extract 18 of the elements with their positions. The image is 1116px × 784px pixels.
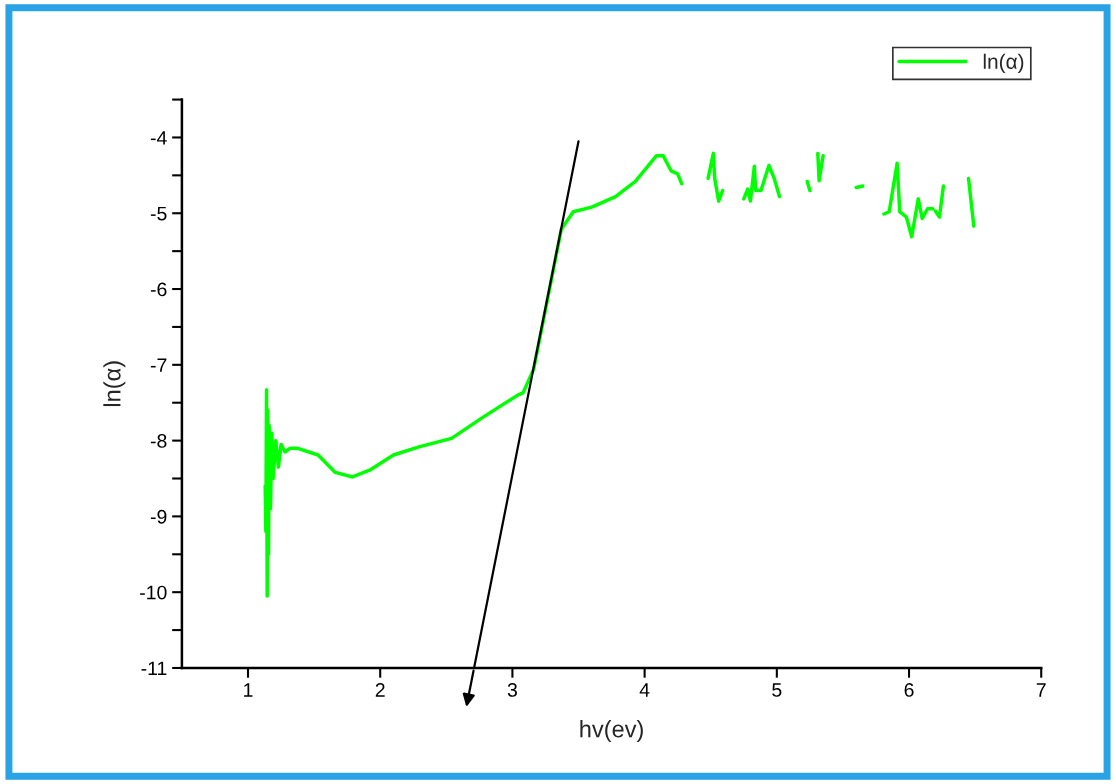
x-tick-label: 7 bbox=[1036, 683, 1046, 697]
x-tick-label: 3 bbox=[507, 683, 517, 697]
y-tick-label: -5 bbox=[150, 206, 167, 221]
x-axis-title: hv(ev) bbox=[580, 720, 643, 743]
x-tick-label: 4 bbox=[639, 683, 650, 697]
y-tick-label: -4 bbox=[150, 131, 167, 145]
legend-label: ln(α) bbox=[983, 53, 1024, 74]
x-tick-label: 6 bbox=[904, 683, 914, 697]
x-tick-label: 1 bbox=[244, 683, 253, 697]
y-tick-label: -11 bbox=[141, 661, 167, 676]
y-tick-label: -9 bbox=[150, 509, 167, 524]
y-tick-label: -8 bbox=[150, 434, 167, 448]
y-tick-label: -7 bbox=[150, 358, 167, 372]
x-tick-label: 2 bbox=[375, 683, 385, 697]
y-axis-title: ln(α) bbox=[103, 361, 126, 407]
y-tick-label: -6 bbox=[150, 282, 167, 297]
x-tick-label: 5 bbox=[772, 683, 782, 697]
y-tick-label: -10 bbox=[140, 585, 167, 600]
